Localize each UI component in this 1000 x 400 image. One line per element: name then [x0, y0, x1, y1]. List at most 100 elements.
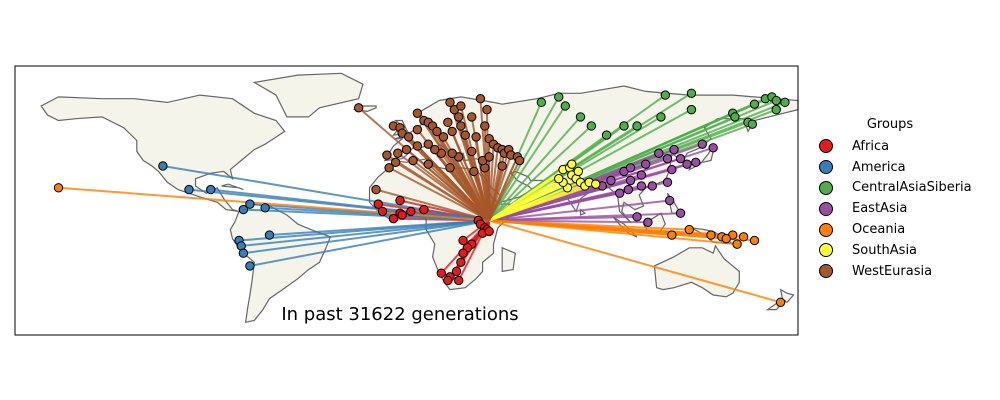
west-eurasia-population-point — [443, 117, 453, 128]
africa-population-point — [395, 195, 405, 206]
oceania-population-point — [706, 230, 716, 240]
oceania-population-point — [684, 224, 694, 235]
legend-item-america: America — [815, 157, 995, 178]
west-eurasia-population-point — [480, 121, 490, 131]
legend-item-oceania: Oceania — [815, 219, 995, 240]
africa-population-point — [484, 226, 494, 237]
west-eurasia-population-point — [401, 144, 412, 155]
west-eurasia-population-point — [412, 141, 423, 151]
west-eurasia-population-point — [384, 163, 394, 173]
central-asia-siberia-population-point — [660, 90, 671, 100]
east-asia-population-point — [654, 148, 664, 158]
west-eurasia-population-point — [412, 124, 423, 135]
south-asia-population-point — [567, 159, 577, 169]
east-asia-population-point — [662, 153, 673, 164]
legend-marker — [819, 243, 833, 258]
west-eurasia-migration-line — [375, 188, 490, 222]
east-asia-population-point — [647, 181, 657, 191]
africa-population-point — [458, 235, 468, 246]
oceania-population-point — [775, 297, 786, 307]
west-eurasia-population-point — [382, 150, 392, 160]
africa-population-point — [443, 275, 453, 286]
central-asia-siberia-population-point — [560, 101, 570, 111]
west-eurasia-population-point — [430, 144, 440, 155]
central-asia-siberia-population-point — [536, 97, 547, 108]
legend-label: SouthAsia — [852, 242, 918, 258]
legend-label: WestEurasia — [852, 263, 933, 279]
america-migration-line — [210, 188, 490, 222]
east-asia-population-point — [636, 170, 647, 180]
legend-label: CentralAsiaSiberia — [852, 180, 972, 196]
west-eurasia-population-point — [438, 132, 449, 142]
america-population-point — [264, 230, 275, 240]
legend-title: Groups — [866, 117, 914, 132]
east-asia-migration-line — [488, 188, 629, 222]
legend-item-west-eurasia: WestEurasia — [815, 261, 995, 282]
west-eurasia-population-point — [454, 112, 464, 122]
legend-label: Africa — [852, 138, 890, 154]
legend-marker — [819, 222, 833, 237]
america-population-point — [260, 203, 270, 213]
america-population-point — [206, 184, 216, 195]
east-asia-migration-line — [489, 215, 638, 222]
america-population-point — [238, 248, 249, 258]
africa-population-point — [436, 268, 446, 278]
east-asia-population-point — [625, 175, 636, 186]
central-asia-siberia-population-point — [771, 95, 781, 106]
west-eurasia-population-point — [408, 155, 418, 166]
migration-lines — [58, 92, 786, 304]
oceania-population-point — [738, 232, 749, 242]
oceania-migration-line — [58, 186, 490, 222]
east-asia-population-point — [643, 217, 653, 228]
east-asia-population-point — [697, 139, 707, 149]
east-asia-population-point — [636, 181, 647, 191]
america-population-point — [245, 199, 255, 209]
africa-population-point — [458, 248, 468, 258]
central-asia-siberia-population-point — [686, 88, 697, 98]
legend-marker — [819, 139, 833, 154]
central-asia-siberia-migration-line — [488, 105, 567, 222]
legend-item-south-asia: SouthAsia — [815, 240, 995, 261]
america-migration-line — [162, 164, 490, 222]
america-population-point — [238, 204, 249, 215]
oceania-migration-line — [489, 219, 690, 231]
map-caption: In past 31622 generations — [281, 304, 518, 325]
west-eurasia-population-point — [393, 148, 403, 158]
oceania-population-point — [53, 183, 64, 193]
central-asia-siberia-population-point — [586, 121, 597, 131]
west-eurasia-population-point — [467, 112, 477, 122]
central-asia-siberia-population-point — [632, 121, 642, 131]
central-asia-siberia-population-point — [575, 112, 586, 122]
oceania-migration-line — [489, 219, 672, 237]
west-eurasia-population-point — [471, 132, 481, 142]
south-asia-population-point — [591, 179, 601, 189]
central-asia-siberia-migration-line — [488, 96, 560, 221]
central-asia-siberia-population-point — [730, 112, 740, 122]
west-eurasia-population-point — [353, 103, 364, 113]
central-asia-siberia-population-point — [601, 130, 612, 140]
oceania-population-point — [667, 230, 677, 240]
africa-population-point — [454, 275, 464, 286]
west-eurasia-population-point — [445, 97, 455, 108]
west-eurasia-population-point — [447, 126, 457, 137]
west-eurasia-migration-line — [449, 102, 491, 221]
west-eurasia-population-point — [482, 104, 492, 115]
africa-population-point — [388, 213, 399, 224]
west-eurasia-migration-line — [388, 166, 490, 222]
west-eurasia-population-point — [460, 130, 470, 140]
west-eurasia-migration-line — [395, 161, 490, 222]
america-population-point — [158, 161, 168, 171]
east-asia-migration-line — [489, 199, 670, 222]
africa-population-point — [419, 204, 429, 215]
west-eurasia-population-point — [497, 161, 507, 171]
central-asia-siberia-population-point — [619, 121, 629, 131]
east-asia-population-point — [623, 184, 634, 195]
west-eurasia-migration-line — [459, 105, 491, 221]
africa-population-point — [451, 266, 462, 277]
south-asia-migration-line — [488, 186, 568, 222]
west-eurasia-population-point — [475, 94, 486, 104]
central-asia-siberia-population-point — [554, 92, 564, 102]
legend-marker — [819, 264, 833, 279]
east-asia-population-point — [708, 143, 718, 153]
